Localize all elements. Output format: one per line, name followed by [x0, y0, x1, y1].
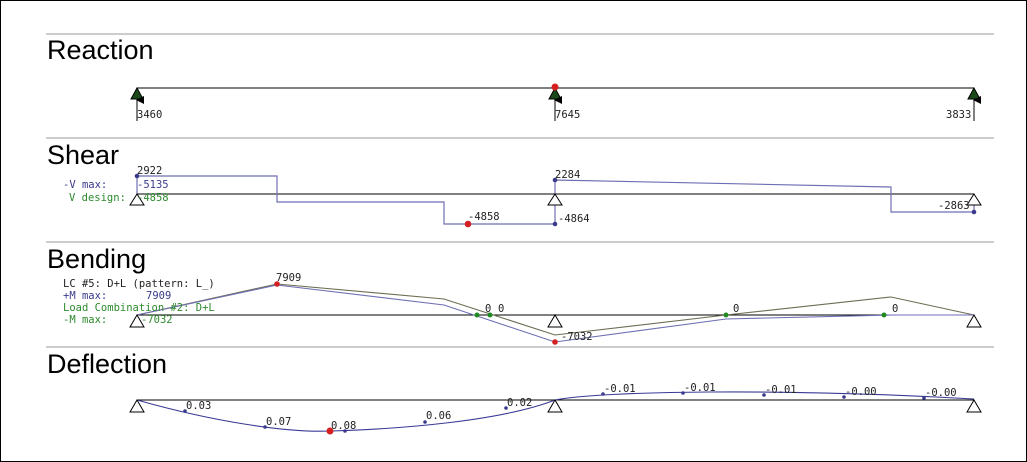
shear-label-left: 2922 — [137, 165, 162, 177]
bending-zero-marker — [881, 312, 887, 318]
deflection-label-5: 0.02 — [507, 397, 532, 409]
deflection-title: Deflection — [47, 349, 167, 379]
shear-title: Shear — [47, 140, 119, 170]
bending-support-left-icon — [129, 314, 145, 328]
deflection-label-2: 0.07 — [266, 416, 291, 428]
deflection-point-marker — [263, 425, 267, 429]
deflection-support-right-icon — [966, 399, 982, 413]
deflection-point-marker — [681, 391, 685, 395]
deflection-point-marker — [601, 392, 605, 396]
shear-legend-vmax-value: -5135 — [137, 179, 169, 191]
shear-label-middle-top: 2284 — [555, 169, 580, 181]
shear-point-marker — [134, 173, 140, 179]
deflection-max-marker — [326, 427, 334, 435]
reaction-value-middle: 7645 — [555, 109, 580, 121]
bending-legend-neg-value: -7032 — [141, 314, 173, 326]
bending-label-zero-1: 0 — [485, 303, 491, 315]
bending-panel: 7909 0 0 -7032 0 0 LC #5: D+L (pattern: … — [63, 272, 982, 345]
bending-zero-marker — [474, 312, 480, 318]
deflection-point-marker — [504, 406, 508, 410]
reaction-support-right — [967, 86, 981, 121]
shear-legend: -V max: -5135 V design: -4858 — [63, 179, 169, 204]
support-triangle — [130, 86, 144, 100]
shear-label-right: -2863 — [938, 200, 970, 212]
shear-point-marker — [971, 209, 977, 215]
deflection-point-marker — [183, 409, 187, 413]
bending-legend-pos-value: 7909 — [146, 290, 171, 302]
bending-label-zero-2: 0 — [498, 303, 504, 315]
bending-min-marker — [552, 339, 558, 345]
bending-label-zero-3: 0 — [733, 303, 739, 315]
bending-support-middle-icon — [547, 314, 563, 328]
deflection-point-marker — [343, 429, 347, 433]
deflection-panel: 0.03 0.07 0.08 0.06 0.02 -0.01 -0.01 -0.… — [129, 382, 982, 435]
bending-legend-pos-label: +M max: — [63, 290, 107, 302]
deflection-label-6: -0.01 — [604, 383, 636, 395]
deflection-label-1: 0.03 — [186, 400, 211, 412]
shear-legend-vmax-label: -V max: — [63, 179, 107, 191]
reaction-panel: 3460 7645 3833 — [130, 83, 981, 121]
shear-point-marker — [552, 177, 558, 183]
shear-label-design: -4858 — [468, 211, 500, 223]
reaction-support-left — [130, 86, 144, 121]
reaction-title: Reaction — [47, 35, 154, 65]
deflection-point-marker — [842, 395, 846, 399]
bending-legend: LC #5: D+L (pattern: L_) +M max: 7909 Lo… — [63, 278, 215, 326]
bending-zero-marker — [487, 312, 493, 318]
deflection-label-8: -0.01 — [765, 384, 797, 396]
bending-max-moment-line — [136, 284, 974, 343]
shear-support-middle-icon — [547, 193, 563, 206]
shear-label-middle-bottom: -4864 — [558, 213, 590, 225]
reaction-value-right: 3833 — [946, 109, 971, 121]
bending-support-right-icon — [966, 314, 982, 328]
deflection-label-9: -0.00 — [845, 386, 877, 398]
max-reaction-marker — [551, 83, 559, 91]
bending-max-marker — [274, 281, 280, 287]
bending-legend-case: LC #5: D+L (pattern: L_) — [63, 278, 215, 290]
shear-support-right-icon — [966, 193, 982, 206]
deflection-label-7: -0.01 — [684, 382, 716, 394]
bending-label-min: -7032 — [561, 331, 593, 343]
bending-title: Bending — [47, 244, 146, 274]
bending-legend-neg-label: -M max: — [63, 314, 107, 326]
bending-label-max: 7909 — [276, 272, 301, 284]
reaction-support-middle — [548, 83, 562, 121]
bending-zero-marker — [723, 312, 729, 318]
deflection-curve — [136, 391, 975, 432]
deflection-support-middle-icon — [547, 399, 563, 413]
deflection-point-marker — [423, 420, 427, 424]
shear-panel: 2922 -4858 2284 -4864 -2863 -V max: -513… — [63, 165, 982, 228]
shear-design-marker — [464, 220, 472, 228]
deflection-point-marker — [922, 396, 926, 400]
bending-legend-combo: Load Combination #2: D+L — [63, 302, 215, 314]
deflection-label-4: 0.06 — [426, 410, 451, 422]
reaction-value-left: 3460 — [137, 109, 162, 121]
deflection-support-left-icon — [129, 399, 145, 413]
shear-support-left-icon — [129, 193, 145, 206]
shear-legend-vdesign-value: -4858 — [137, 192, 169, 204]
shear-legend-vdesign-label: V design: — [69, 192, 126, 204]
bending-label-zero-4: 0 — [892, 303, 898, 315]
deflection-label-3: 0.08 — [331, 420, 356, 432]
shear-point-marker — [552, 221, 558, 227]
support-triangle — [967, 86, 981, 100]
deflection-label-10: -0.00 — [925, 387, 957, 399]
deflection-point-marker — [762, 393, 766, 397]
